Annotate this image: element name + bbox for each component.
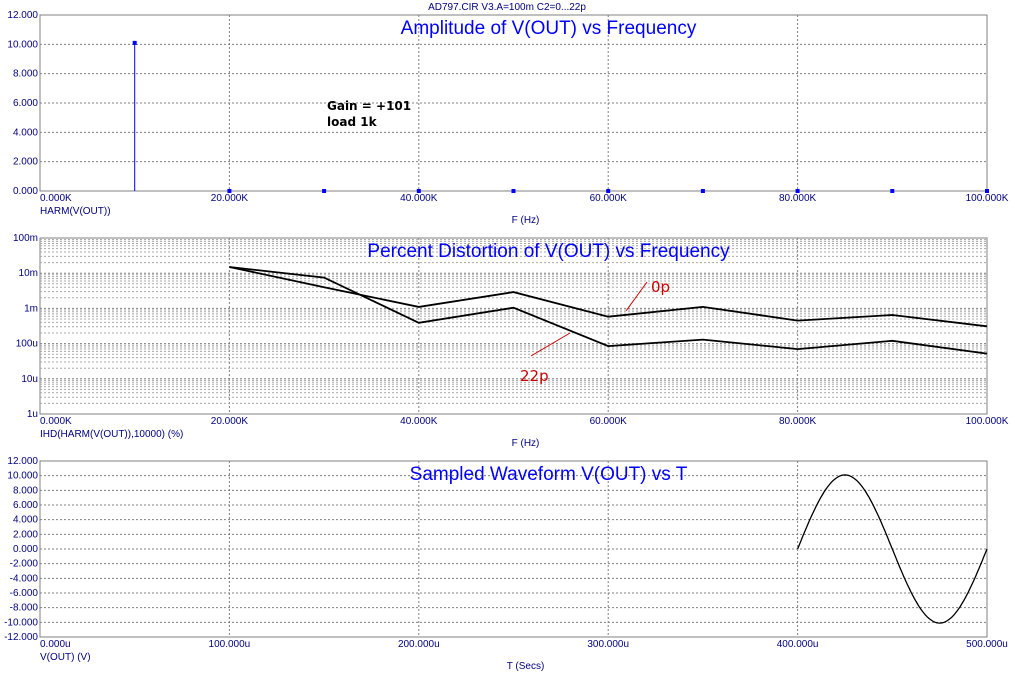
series-label-0p: 0p bbox=[651, 278, 670, 296]
distortion-trace-0p bbox=[229, 266, 988, 328]
x-tick-label: 80.000K bbox=[779, 416, 817, 427]
x-tick-label: 0.000K bbox=[40, 193, 72, 204]
harmonic-point bbox=[795, 188, 800, 193]
y-tick-label: -8.000 bbox=[10, 603, 39, 614]
y-tick-label: 8.000 bbox=[13, 485, 38, 496]
x-axis-label: F (Hz) bbox=[512, 438, 540, 449]
y-axis-label: HARM(V(OUT)) bbox=[40, 206, 111, 217]
y-tick-label: -4.000 bbox=[10, 573, 39, 584]
x-tick-label: 80.000K bbox=[779, 193, 817, 204]
y-tick-label: 1u bbox=[27, 409, 38, 420]
harmonic-point bbox=[511, 188, 516, 193]
label-pointer-0p bbox=[625, 281, 648, 312]
x-tick-label: 20.000K bbox=[211, 416, 249, 427]
y-tick-label: 0.000 bbox=[13, 544, 38, 555]
y-tick-label: 2.000 bbox=[13, 157, 38, 168]
y-tick-label: -10.000 bbox=[4, 617, 38, 628]
harmonic-point bbox=[227, 188, 232, 193]
series-label-22p: 22p bbox=[520, 367, 549, 385]
x-tick-label: 100.000K bbox=[966, 193, 1009, 204]
harmonic-point bbox=[416, 188, 421, 193]
y-tick-label: -2.000 bbox=[10, 559, 39, 570]
y-tick-label: 0.000 bbox=[13, 186, 38, 197]
window-title: AD797.CIR V3.A=100m C2=0...22p bbox=[428, 2, 586, 13]
distortion-trace-22p bbox=[229, 266, 988, 355]
y-tick-label: 100u bbox=[16, 339, 38, 350]
y-tick-label: 10.000 bbox=[7, 471, 38, 482]
y-tick-label: 12.000 bbox=[7, 456, 38, 467]
x-tick-label: 100.000K bbox=[966, 416, 1009, 427]
y-tick-label: 10.000 bbox=[7, 39, 38, 50]
x-tick-label: 400.000u bbox=[777, 639, 819, 650]
harmonic-point bbox=[322, 188, 327, 193]
y-tick-label: 2.000 bbox=[13, 529, 38, 540]
annotation-load: load 1k bbox=[327, 115, 378, 129]
y-tick-label: 100m bbox=[13, 233, 38, 244]
x-tick-label: 20.000K bbox=[211, 193, 249, 204]
harmonic-point bbox=[890, 188, 895, 193]
x-tick-label: 500.000u bbox=[966, 639, 1008, 650]
x-tick-label: 60.000K bbox=[590, 416, 628, 427]
y-tick-label: 4.000 bbox=[13, 515, 38, 526]
y-tick-label: 8.000 bbox=[13, 69, 38, 80]
y-tick-label: 4.000 bbox=[13, 127, 38, 138]
y-tick-label: 10u bbox=[21, 374, 38, 385]
annotation-gain: Gain = +101 bbox=[327, 99, 411, 113]
x-tick-label: 300.000u bbox=[587, 639, 629, 650]
chart-title: Amplitude of V(OUT) vs Frequency bbox=[401, 18, 697, 39]
y-tick-label: -6.000 bbox=[10, 588, 39, 599]
x-tick-label: 40.000K bbox=[400, 193, 438, 204]
waveform-trace bbox=[796, 474, 988, 624]
waveform-chart: 0.000u 100.000u 200.000u 300.000u 400.000u 50… bbox=[4, 456, 1008, 672]
x-axis-label: F (Hz) bbox=[512, 215, 540, 226]
y-tick-label: 6.000 bbox=[13, 500, 38, 511]
chart-title: Sampled Waveform V(OUT) vs T bbox=[410, 464, 688, 485]
x-tick-label: 60.000K bbox=[590, 193, 628, 204]
x-tick-label: 0.000K bbox=[40, 416, 72, 427]
chart-title: Percent Distortion of V(OUT) vs Frequenc… bbox=[367, 241, 730, 262]
distortion-chart: 0.000K 20.000K 40.000K 60.000K 80.000K 100.00… bbox=[13, 233, 1009, 449]
plot-frame bbox=[39, 237, 988, 415]
y-tick-label: 10m bbox=[19, 268, 38, 279]
label-pointer-22p bbox=[530, 332, 571, 357]
y-tick-label: 1m bbox=[24, 303, 38, 314]
amplitude-chart: 0.000K 20.000K 40.000K 60.000K 80.000K 100.00… bbox=[7, 10, 1008, 226]
y-axis-label: V(OUT) (V) bbox=[40, 652, 91, 663]
x-axis-label: T (Secs) bbox=[507, 661, 545, 672]
x-tick-label: 200.000u bbox=[398, 639, 440, 650]
harmonic-point bbox=[700, 188, 705, 193]
harmonic-point bbox=[985, 188, 989, 193]
harmonic-point bbox=[606, 188, 611, 193]
x-tick-label: 40.000K bbox=[400, 416, 438, 427]
y-axis-label: IHD(HARM(V(OUT)),10000) (%) bbox=[40, 429, 183, 440]
y-tick-label: 12.000 bbox=[7, 10, 38, 21]
harmonic-point bbox=[132, 40, 137, 45]
x-tick-label: 0.000u bbox=[40, 639, 71, 650]
y-tick-label: -12.000 bbox=[4, 632, 38, 643]
x-tick-label: 100.000u bbox=[209, 639, 251, 650]
y-tick-label: 6.000 bbox=[13, 98, 38, 109]
